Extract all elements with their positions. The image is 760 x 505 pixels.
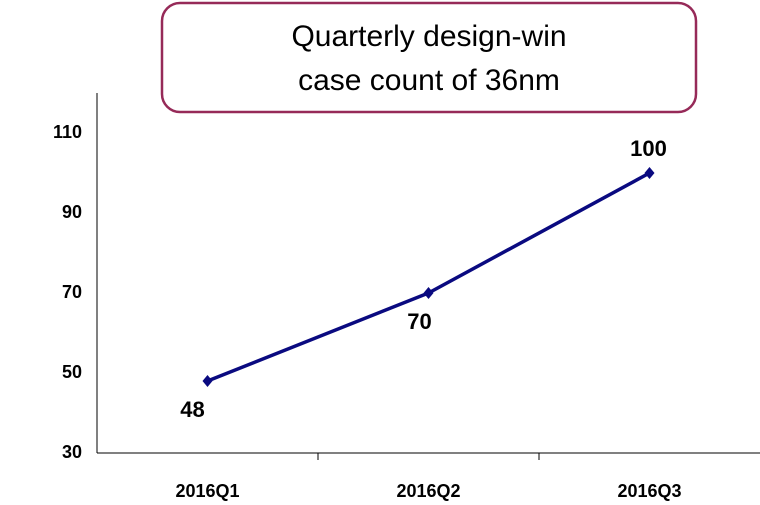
data-point bbox=[202, 375, 213, 387]
data-label: 48 bbox=[180, 397, 204, 422]
chart-title: Quarterly design-win bbox=[291, 20, 566, 53]
title-box bbox=[160, 1, 698, 114]
x-tick-label: 2016Q2 bbox=[396, 481, 460, 501]
x-tick-label: 2016Q3 bbox=[617, 481, 681, 501]
data-point bbox=[423, 287, 434, 299]
y-tick-label: 70 bbox=[62, 282, 82, 302]
y-tick-label: 110 bbox=[53, 122, 82, 142]
data-point bbox=[644, 167, 655, 179]
y-tick-label: 50 bbox=[62, 362, 82, 382]
data-line bbox=[206, 171, 651, 383]
y-tick-label: 30 bbox=[62, 442, 82, 462]
x-tick-label: 2016Q1 bbox=[175, 481, 239, 501]
y-tick-label: 90 bbox=[62, 202, 82, 222]
data-label: 70 bbox=[407, 309, 431, 334]
data-label: 100 bbox=[630, 136, 667, 161]
chart-title: case count of 36nm bbox=[298, 64, 560, 97]
